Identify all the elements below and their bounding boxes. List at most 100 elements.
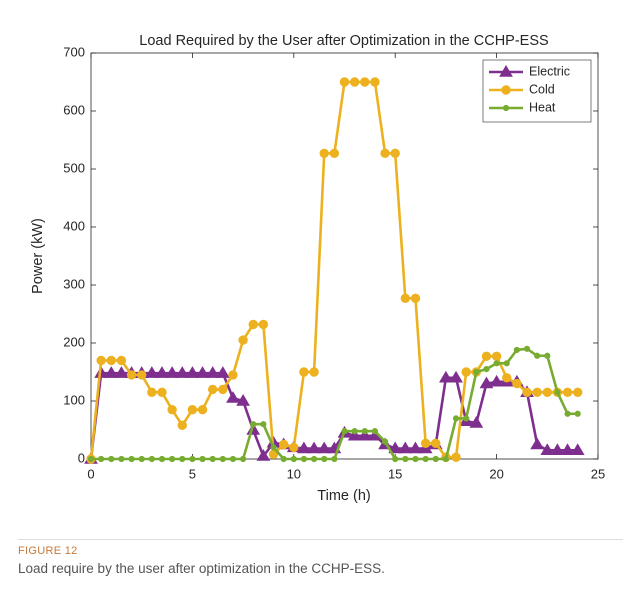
x-tick-label: 10	[287, 466, 301, 481]
caption-label: FIGURE 12	[18, 545, 78, 557]
triangle-marker	[114, 366, 129, 378]
dot-marker	[371, 428, 379, 435]
chart: Load Required by the User after Optimiza…	[30, 33, 605, 504]
plot-frame	[90, 52, 599, 460]
circle-marker	[349, 77, 360, 87]
triangle-marker	[357, 428, 372, 441]
dot-marker	[250, 421, 257, 428]
dot-marker	[463, 415, 470, 422]
dot-marker	[574, 410, 581, 417]
chart-title: Load Required by the User after Optimiza…	[139, 33, 548, 49]
triangle-marker	[104, 366, 119, 378]
dot-marker	[280, 455, 287, 463]
dot-marker	[402, 455, 409, 463]
triangle-marker	[347, 428, 362, 441]
dot-marker	[148, 455, 155, 463]
triangle-marker	[256, 449, 271, 461]
dot-marker	[564, 410, 571, 417]
triangle-marker	[155, 366, 169, 378]
dot-marker	[513, 346, 520, 354]
circle-marker	[126, 370, 137, 380]
dot-marker	[128, 455, 135, 463]
circle-marker	[370, 77, 380, 87]
circle-marker	[187, 405, 198, 415]
y-tick-label: 700	[63, 44, 85, 59]
circle-marker	[502, 373, 512, 383]
dot-marker	[483, 366, 490, 373]
dot-marker	[169, 455, 176, 463]
circle-marker	[218, 384, 228, 395]
triangle-marker	[317, 441, 332, 454]
dot-marker	[361, 428, 368, 435]
circle-marker	[116, 355, 127, 366]
dot-marker	[523, 345, 531, 352]
y-tick-label: 100	[63, 392, 85, 407]
triangle-marker	[530, 437, 545, 450]
triangle-marker	[408, 441, 423, 454]
dot-marker	[219, 455, 226, 463]
dot-marker	[381, 438, 389, 445]
x-axis-label: Time (h)	[317, 488, 370, 504]
dot-marker	[290, 455, 297, 463]
dot-marker	[98, 455, 105, 463]
circle-marker	[420, 438, 431, 449]
dot-marker	[422, 455, 429, 463]
dot-marker	[473, 368, 480, 376]
dot-marker	[240, 455, 247, 463]
circle-marker	[278, 439, 289, 450]
dot-marker	[158, 455, 166, 463]
circle-marker	[532, 387, 542, 397]
triangle-marker	[144, 366, 159, 378]
dot-marker	[412, 455, 419, 463]
y-tick-label: 500	[63, 160, 85, 175]
triangle-marker	[469, 416, 484, 428]
circle-marker	[573, 387, 583, 397]
circle-marker	[329, 148, 340, 159]
dot-marker	[503, 360, 510, 367]
triangle-marker	[175, 366, 190, 378]
dot-marker	[87, 455, 95, 463]
dot-marker	[229, 455, 237, 463]
triangle-marker	[205, 366, 220, 378]
triangle-marker	[499, 65, 513, 77]
dot-marker	[452, 415, 460, 422]
x-tick-label: 15	[388, 466, 402, 481]
x-tick-label: 20	[489, 466, 503, 481]
circle-marker	[299, 367, 309, 377]
dot-marker	[118, 455, 125, 463]
dot-marker	[209, 455, 216, 463]
triangle-marker	[388, 441, 403, 454]
circle-marker	[106, 355, 116, 366]
dot-marker	[351, 428, 358, 435]
circle-marker	[542, 387, 552, 397]
circle-marker	[491, 351, 502, 362]
dot-marker	[544, 352, 551, 359]
circle-marker	[451, 452, 461, 462]
dot-marker	[108, 455, 115, 463]
dot-marker	[493, 360, 500, 367]
dot-marker	[300, 455, 308, 463]
circle-marker	[197, 405, 208, 415]
circle-marker	[512, 378, 522, 389]
triangle-marker	[236, 394, 250, 406]
circle-marker	[339, 77, 350, 87]
triangle-marker	[560, 443, 575, 455]
circle-marker	[207, 384, 218, 395]
dot-marker	[310, 455, 318, 463]
circle-marker	[228, 370, 238, 380]
triangle-marker	[185, 366, 200, 378]
triangle-marker	[479, 376, 494, 389]
triangle-marker	[195, 366, 210, 378]
legend-label: Electric	[529, 64, 570, 78]
dot-marker	[534, 352, 541, 359]
circle-marker	[167, 405, 177, 415]
triangle-marker	[489, 374, 504, 387]
dot-marker	[179, 455, 186, 463]
circle-marker	[137, 370, 147, 380]
circle-marker	[461, 367, 471, 377]
circle-marker	[410, 293, 421, 304]
caption-text: Load require by the user after optimizat…	[18, 561, 385, 576]
y-axis-label: Power (kW)	[30, 218, 46, 294]
circle-marker	[147, 387, 157, 397]
circle-marker	[96, 355, 106, 366]
